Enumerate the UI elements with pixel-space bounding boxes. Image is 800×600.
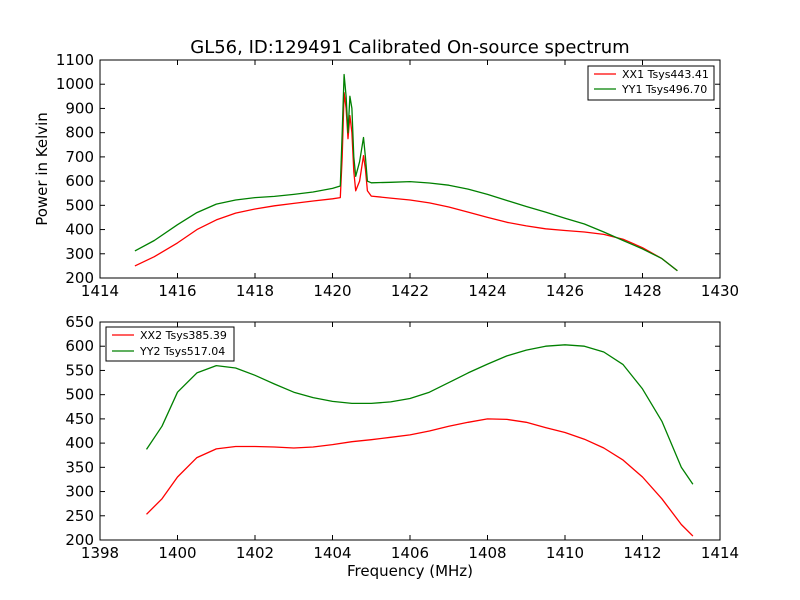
x-tick-label: 1410: [546, 544, 584, 562]
legend-label-yy2: YY2 Tsys517.04: [139, 345, 225, 358]
y-tick-label: 450: [65, 410, 94, 428]
legend-label-yy1: YY1 Tsys496.70: [621, 83, 707, 96]
series-line-xx2-tsys385-39: [146, 418, 694, 537]
y-tick-label: 350: [65, 458, 94, 476]
series-line-yy1-tsys496-70: [134, 73, 678, 272]
x-tick-label: 1414: [701, 544, 739, 562]
y-tick-label: 500: [65, 386, 94, 404]
x-tick-label: 1398: [81, 544, 119, 562]
x-tick-label: 1408: [468, 544, 506, 562]
series-lines: [134, 73, 678, 272]
series-line-xx1-tsys443-41: [134, 92, 678, 272]
x-tick-label: 1402: [236, 544, 274, 562]
y-tick-label: 200: [65, 531, 94, 549]
legend-box: [105, 326, 235, 362]
series-line-yy2-tsys517-04: [145, 344, 694, 485]
y-tick-label: 300: [65, 483, 94, 501]
x-tick-label: 1406: [391, 544, 429, 562]
y-ticks: 200 250 300 350 400 450 500 550 600 650: [65, 313, 720, 549]
y-tick-label: 400: [65, 221, 94, 239]
y-tick-label: 200: [65, 269, 94, 287]
x-tick-label: 1424: [468, 282, 506, 300]
y-tick-label: 300: [65, 245, 94, 263]
y-tick-label: 1100: [56, 51, 94, 69]
x-axis-label: Frequency (MHz): [347, 562, 473, 580]
x-tick-label: 1430: [701, 282, 739, 300]
y-ticks: 200 300 400 500 600 700 800 900 1000 1100: [56, 51, 720, 287]
x-tick-label: 1416: [158, 282, 196, 300]
x-tick-label: 1426: [546, 282, 584, 300]
y-tick-label: 500: [65, 196, 94, 214]
y-tick-label: 800: [65, 124, 94, 142]
legend-label-xx2: XX2 Tsys385.39: [140, 329, 227, 342]
legend: XX2 Tsys385.39 YY2 Tsys517.04: [105, 326, 235, 362]
x-tick-label: 1418: [236, 282, 274, 300]
y-tick-label: 650: [65, 313, 94, 331]
top-panel: GL56, ID:129491 Calibrated On-source spe…: [33, 37, 739, 300]
x-tick-label: 1400: [158, 544, 196, 562]
legend-box: [587, 65, 715, 101]
y-tick-label: 900: [65, 99, 94, 117]
y-tick-label: 1000: [56, 75, 94, 93]
x-tick-label: 1404: [313, 544, 351, 562]
x-tick-label: 1422: [391, 282, 429, 300]
y-tick-label: 250: [65, 507, 94, 525]
bottom-panel: Frequency (MHz) 1398 1400 1402 1404 1406 1408…: [65, 313, 739, 580]
x-tick-label: 1414: [81, 282, 119, 300]
x-tick-label: 1412: [623, 544, 661, 562]
x-tick-label: 1420: [313, 282, 351, 300]
y-tick-label: 550: [65, 361, 94, 379]
legend: XX1 Tsys443.41 YY1 Tsys496.70: [587, 65, 715, 101]
y-tick-label: 700: [65, 148, 94, 166]
x-ticks: 1398 1400 1402 1404 1406 1408 1410 1412 1414: [81, 322, 739, 562]
legend-label-xx1: XX1 Tsys443.41: [622, 68, 709, 81]
y-axis-label: Power in Kelvin: [33, 112, 51, 226]
x-tick-label: 1428: [623, 282, 661, 300]
series-lines: [145, 344, 694, 537]
x-ticks: 1414 1416 1418 1420 1422 1424 1426 1428 1430: [81, 60, 739, 300]
chart-title: GL56, ID:129491 Calibrated On-source spe…: [190, 37, 629, 58]
y-tick-label: 600: [65, 172, 94, 190]
y-tick-label: 600: [65, 337, 94, 355]
y-tick-label: 400: [65, 434, 94, 452]
